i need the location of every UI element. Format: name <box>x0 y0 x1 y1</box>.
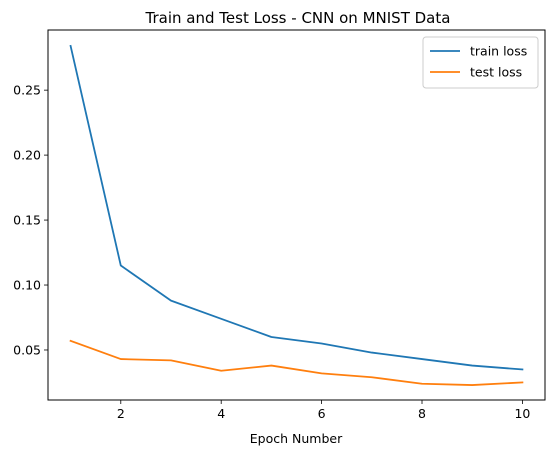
x-tick-label: 6 <box>318 406 326 421</box>
series-layer <box>69 44 524 386</box>
y-tick-label: 0.10 <box>13 278 41 293</box>
chart-title: Train and Test Loss - CNN on MNIST Data <box>145 9 451 27</box>
legend-box <box>422 36 539 89</box>
x-axis-ticks: 2 4 6 8 10 <box>117 400 530 421</box>
x-tick-label: 2 <box>117 406 125 421</box>
y-tick-label: 0.15 <box>13 213 41 228</box>
y-tick-label: 0.05 <box>13 342 41 357</box>
series-line-test-loss <box>69 339 524 386</box>
plot-frame <box>47 29 546 401</box>
plot-area <box>48 30 545 400</box>
y-axis-ticks: 0.05 0.10 0.15 0.20 0.25 <box>13 83 48 357</box>
x-tick-label: 4 <box>217 406 225 421</box>
x-tick-label: 10 <box>514 406 530 421</box>
legend-label-test-loss: test loss <box>470 65 522 80</box>
legend-label-train-loss: train loss <box>470 44 527 59</box>
legend: train loss test loss <box>422 36 539 89</box>
y-tick-label: 0.20 <box>13 148 41 163</box>
series-line-train-loss <box>69 44 524 371</box>
x-tick-label: 8 <box>418 406 426 421</box>
x-axis-label: Epoch Number <box>250 431 343 446</box>
y-tick-label: 0.25 <box>13 83 41 98</box>
